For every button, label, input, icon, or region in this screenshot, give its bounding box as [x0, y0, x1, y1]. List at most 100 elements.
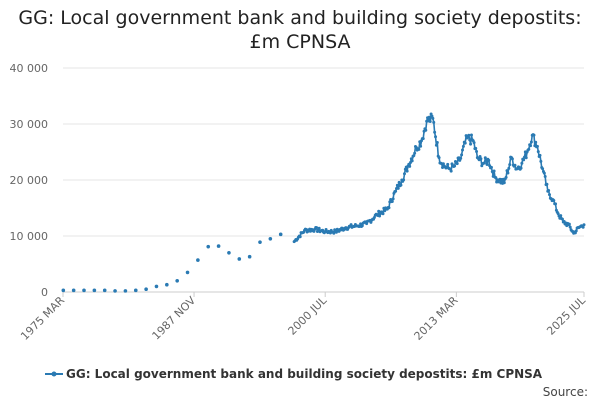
- data-point: [185, 270, 190, 275]
- data-point: [455, 162, 459, 166]
- data-point: [410, 159, 414, 163]
- data-point: [196, 258, 200, 262]
- data-point: [461, 144, 465, 148]
- data-point: [412, 154, 416, 158]
- data-point: [472, 141, 476, 145]
- data-point: [529, 144, 533, 148]
- data-point: [538, 153, 542, 157]
- data-point: [508, 163, 512, 167]
- source-label: Source:: [543, 385, 588, 399]
- data-point: [408, 164, 412, 168]
- data-point: [427, 115, 431, 119]
- data-point: [524, 156, 528, 160]
- x-axis-tick-labels: 1975 MAR 1987 NOV 2000 JUL 2013 MAR 2025 JUL: [18, 292, 589, 343]
- data-point: [482, 161, 486, 165]
- data-point: [402, 178, 406, 182]
- legend-marker-swatch: [51, 371, 57, 377]
- data-point: [237, 257, 242, 261]
- legend[interactable]: GG: Local government bank and building s…: [45, 367, 543, 381]
- data-point: [552, 199, 556, 203]
- data-point: [435, 141, 439, 145]
- data-point: [369, 220, 373, 224]
- data-point: [123, 289, 128, 293]
- chart-title-line2: £m CPNSA: [249, 31, 351, 53]
- data-point: [206, 244, 211, 249]
- data-point: [542, 171, 546, 175]
- series-line: [293, 113, 585, 243]
- data-point: [567, 222, 571, 226]
- data-point: [391, 197, 395, 201]
- data-point: [494, 176, 498, 180]
- data-point: [278, 232, 283, 237]
- data-point: [532, 133, 536, 137]
- data-point: [463, 141, 467, 145]
- data-point: [419, 144, 423, 148]
- data-point: [504, 175, 508, 179]
- data-point: [424, 128, 428, 132]
- x-tick-label: 2025 JUL: [544, 293, 588, 337]
- data-point: [543, 174, 547, 178]
- data-point: [397, 180, 401, 184]
- data-point: [467, 133, 471, 137]
- y-tick-label: 10 000: [10, 230, 49, 243]
- data-point: [547, 188, 551, 192]
- data-point: [61, 288, 66, 293]
- data-point: [469, 142, 473, 146]
- data-point: [568, 225, 572, 229]
- data-point: [402, 172, 406, 176]
- data-point: [113, 289, 117, 293]
- data-point: [378, 214, 382, 218]
- data-point: [390, 199, 394, 203]
- data-point: [513, 163, 517, 167]
- x-tick-label: 2000 JUL: [286, 293, 330, 337]
- data-point: [469, 133, 473, 137]
- data-point: [459, 156, 463, 160]
- data-point: [574, 229, 578, 233]
- data-point: [559, 214, 563, 218]
- data-point: [507, 166, 511, 170]
- y-tick-label: 0: [41, 286, 48, 299]
- data-point: [268, 237, 273, 241]
- data-point: [315, 226, 319, 230]
- data-point: [428, 120, 432, 124]
- data-point: [519, 166, 523, 170]
- data-point: [560, 217, 564, 221]
- data-point: [520, 161, 524, 165]
- chart-title: GG: Local government bank and building s…: [0, 6, 600, 54]
- data-point: [82, 288, 86, 293]
- x-tick-label: 1987 NOV: [150, 294, 199, 343]
- data-point: [421, 137, 425, 141]
- data-point: [529, 140, 533, 144]
- data-point: [536, 150, 540, 154]
- y-tick-label: 40 000: [10, 62, 49, 75]
- data-point: [502, 181, 506, 185]
- data-point: [522, 158, 526, 162]
- data-point: [535, 144, 539, 148]
- data-point: [478, 154, 482, 158]
- data-point: [396, 186, 400, 190]
- x-tick-label: 2013 MAR: [412, 294, 461, 343]
- data-point: [372, 216, 376, 220]
- data-point: [133, 288, 138, 293]
- data-point: [483, 156, 487, 160]
- data-point: [399, 183, 403, 187]
- legend-label: GG: Local government bank and building s…: [66, 367, 543, 381]
- data-point: [298, 235, 302, 239]
- data-point: [541, 167, 545, 171]
- data-point: [437, 156, 441, 160]
- data-point: [175, 279, 179, 283]
- data-point: [154, 284, 159, 289]
- data-point: [441, 162, 445, 166]
- y-tick-label: 20 000: [10, 174, 49, 187]
- data-point: [460, 153, 464, 157]
- data-point: [554, 202, 558, 206]
- data-point: [165, 282, 169, 287]
- data-point: [92, 288, 97, 293]
- data-point: [506, 171, 510, 175]
- data-point: [434, 143, 438, 147]
- data-point: [505, 169, 509, 173]
- data-point: [394, 189, 398, 193]
- data-point: [324, 227, 328, 231]
- data-point: [360, 224, 364, 228]
